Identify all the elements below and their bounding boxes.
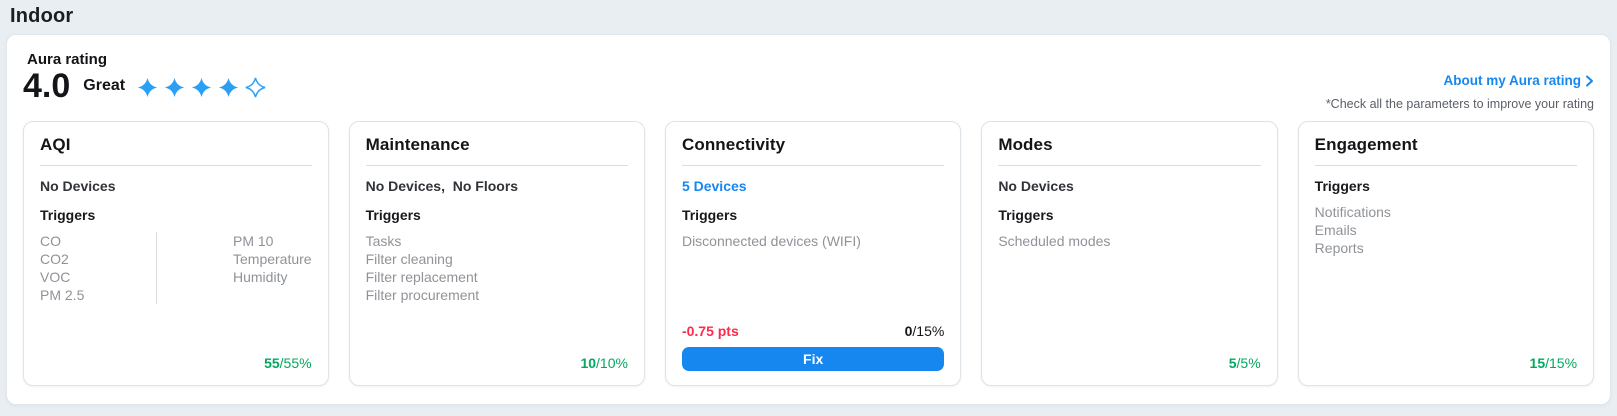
aura-score-value: 4.0 [23,67,71,105]
aura-rating-block: Aura rating 4.0 Great [23,51,266,103]
about-aura-rating-link[interactable]: About my Aura rating [1443,73,1594,88]
card-title: Connectivity [681,135,786,154]
star-icon [218,77,239,97]
about-link-label: About my Aura rating [1443,73,1581,88]
score-total: /5% [1236,355,1261,371]
trigger-item: PM 10 [233,233,274,249]
divider [40,165,312,166]
page-title: Indoor [10,5,74,27]
card-maintenance: Maintenance No Devices, No Floors Trigge… [348,121,645,386]
card-title: AQI [40,135,71,154]
star-icon [245,77,266,97]
rating-note: *Check all the parameters to improve you… [1325,97,1594,111]
connectivity-footer: -0.75 pts 0/15% [682,323,944,339]
triggers-list: Disconnected devices (WIFI) [682,232,944,250]
trigger-item: CO2 [40,251,69,267]
aura-rating-header: Aura rating 4.0 Great About my Aura rati… [23,51,1594,111]
devices-count-link[interactable]: 5 Devices [681,178,747,194]
score-badge: 5/5% [998,355,1261,371]
star-icon [164,77,185,97]
devices-status: No Devices [998,178,1074,194]
chevron-right-icon [1585,75,1594,87]
devices-status: No Devices, No Floors [365,178,519,194]
trigger-item: Filter cleaning [365,251,453,267]
card-connectivity: Connectivity 5 Devices Triggers Disconne… [664,121,962,386]
score-badge: 0/15% [905,323,945,339]
star-icon [137,77,158,97]
divider [365,165,628,166]
score-total: /15% [1545,355,1578,371]
score-value: 10 [580,355,597,371]
trigger-item: Reports [1314,240,1364,256]
triggers-list: Scheduled modes [998,232,1260,250]
trigger-item: VOC [40,269,71,285]
trigger-item: Humidity [233,269,288,285]
divider [998,165,1261,166]
triggers-list: Tasks Filter cleaning Filter replacement… [366,232,628,304]
score-value: 5 [1228,355,1237,371]
trigger-item: Notifications [1314,204,1391,220]
penalty-label: -0.75 pts [681,323,739,339]
trigger-item: Temperature [233,251,312,267]
star-rating [137,77,266,98]
trigger-item: Emails [1314,222,1357,238]
card-aqi: AQI No Devices Triggers CO CO2 VOC PM 2.… [23,121,329,386]
trigger-item: PM 2.5 [40,287,85,303]
fix-button[interactable]: Fix [681,347,945,371]
trigger-item: Tasks [365,233,402,249]
trigger-item: Filter procurement [365,287,480,303]
triggers-label: Triggers [998,207,1054,223]
trigger-item: Disconnected devices (WIFI) [681,233,861,249]
score-total: /55% [279,355,312,371]
triggers-label: Triggers [365,207,421,223]
score-badge: 55/55% [40,355,312,371]
score-value: 55 [264,355,280,371]
trigger-item: Scheduled modes [998,233,1111,249]
triggers-label: Triggers [40,207,96,223]
aura-grade-label: Great [83,77,126,94]
score-value: 15 [1529,355,1546,371]
score-badge: 10/10% [366,355,628,371]
indoor-panel: Aura rating 4.0 Great About my Aura rati… [6,34,1611,405]
divider [681,165,945,166]
star-icon [191,77,212,97]
card-title: Maintenance [365,135,470,154]
score-badge: 15/15% [1315,355,1578,371]
trigger-item: CO [40,233,61,249]
metric-cards-row: AQI No Devices Triggers CO CO2 VOC PM 2.… [23,121,1595,386]
card-title: Modes [998,135,1053,154]
aura-rating-label: Aura rating [27,51,108,68]
triggers-label: Triggers [1314,178,1370,194]
vertical-divider [156,232,157,304]
triggers-label: Triggers [681,207,738,223]
devices-status: No Devices [40,178,116,194]
score-total: /15% [912,323,945,339]
divider [1314,165,1578,166]
triggers-list: Notifications Emails Reports [1315,203,1577,257]
card-modes: Modes No Devices Triggers Scheduled mode… [981,121,1278,386]
card-title: Engagement [1314,135,1418,154]
trigger-item: Filter replacement [365,269,478,285]
card-engagement: Engagement Triggers Notifications Emails… [1297,121,1595,386]
score-total: /10% [596,355,628,371]
triggers-columns: CO CO2 VOC PM 2.5 PM 10 Temperature Humi… [40,232,312,304]
aura-header-right: About my Aura rating *Check all the para… [1326,72,1594,111]
score-value: 0 [904,323,913,339]
